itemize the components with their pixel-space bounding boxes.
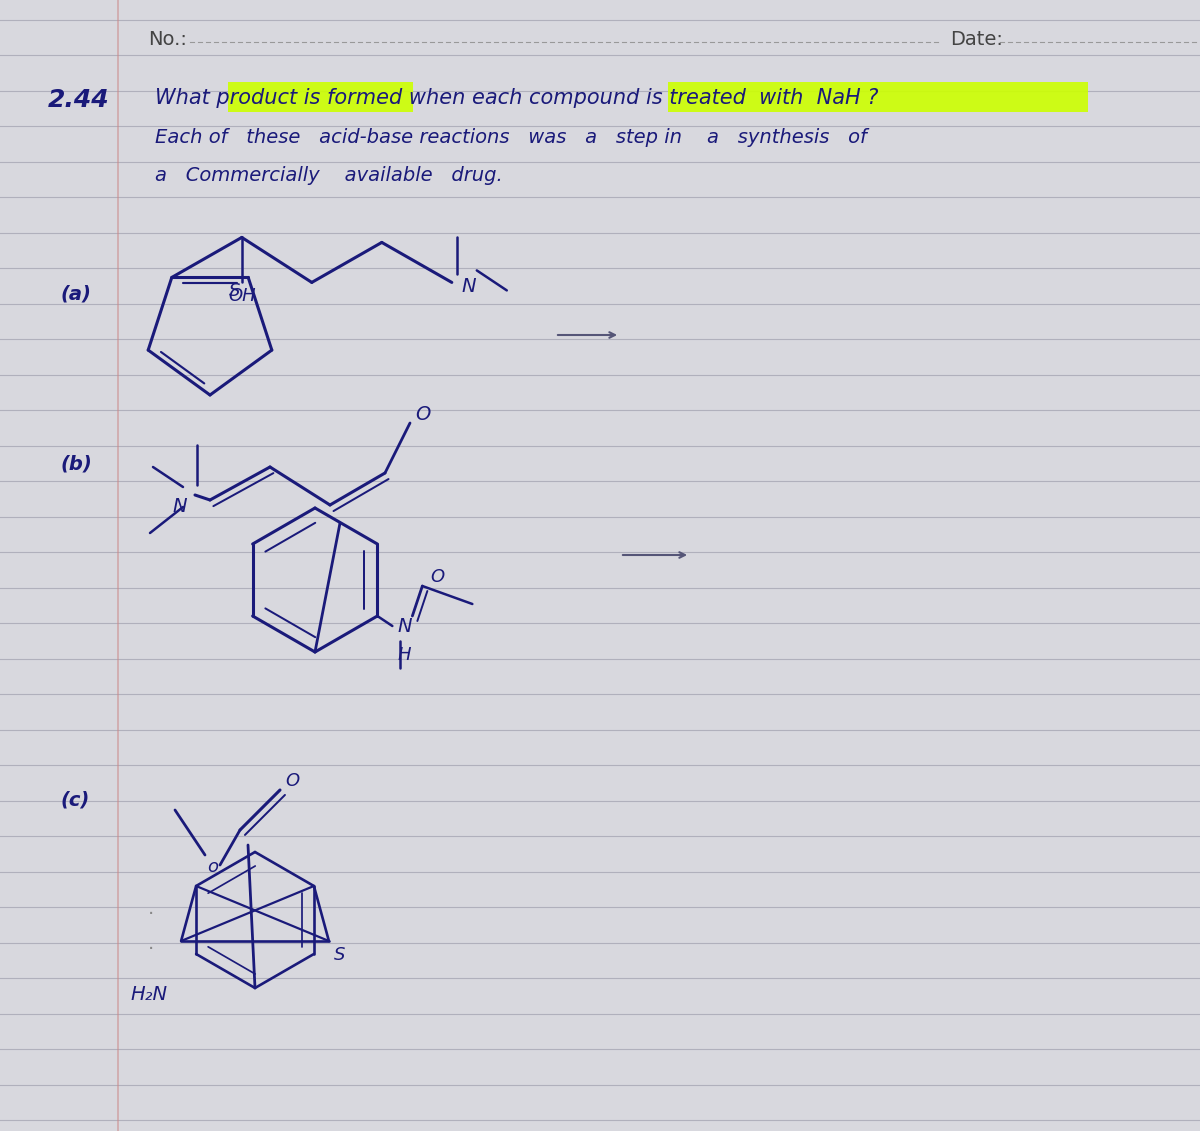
Text: Each of   these   acid-base reactions   was   a   step in    a   synthesis   of: Each of these acid-base reactions was a … [155,128,866,147]
Text: N: N [397,616,412,636]
Text: OH: OH [228,287,256,305]
Text: O: O [286,772,299,789]
Text: N: N [173,497,187,516]
Text: No.:: No.: [148,31,187,49]
Text: O: O [415,405,431,424]
Text: H: H [397,646,410,664]
Text: o: o [208,858,218,877]
Text: H₂N: H₂N [130,985,167,1004]
Text: S: S [334,946,346,964]
Text: 2.44: 2.44 [48,88,109,112]
Text: O: O [431,568,444,586]
Text: ·: · [148,940,155,959]
Text: (b): (b) [60,455,91,474]
Text: ·: · [148,905,155,924]
Text: a   Commercially    available   drug.: a Commercially available drug. [155,166,503,185]
Text: N: N [462,277,476,296]
Text: (a): (a) [60,285,91,304]
Text: S: S [229,283,240,301]
Text: (c): (c) [60,789,89,809]
Bar [668,83,1088,112]
Text: What product is formed when each compound is treated  with  NaH ?: What product is formed when each compoun… [155,88,878,107]
Bar [228,83,413,112]
Text: Date:: Date: [950,31,1003,49]
